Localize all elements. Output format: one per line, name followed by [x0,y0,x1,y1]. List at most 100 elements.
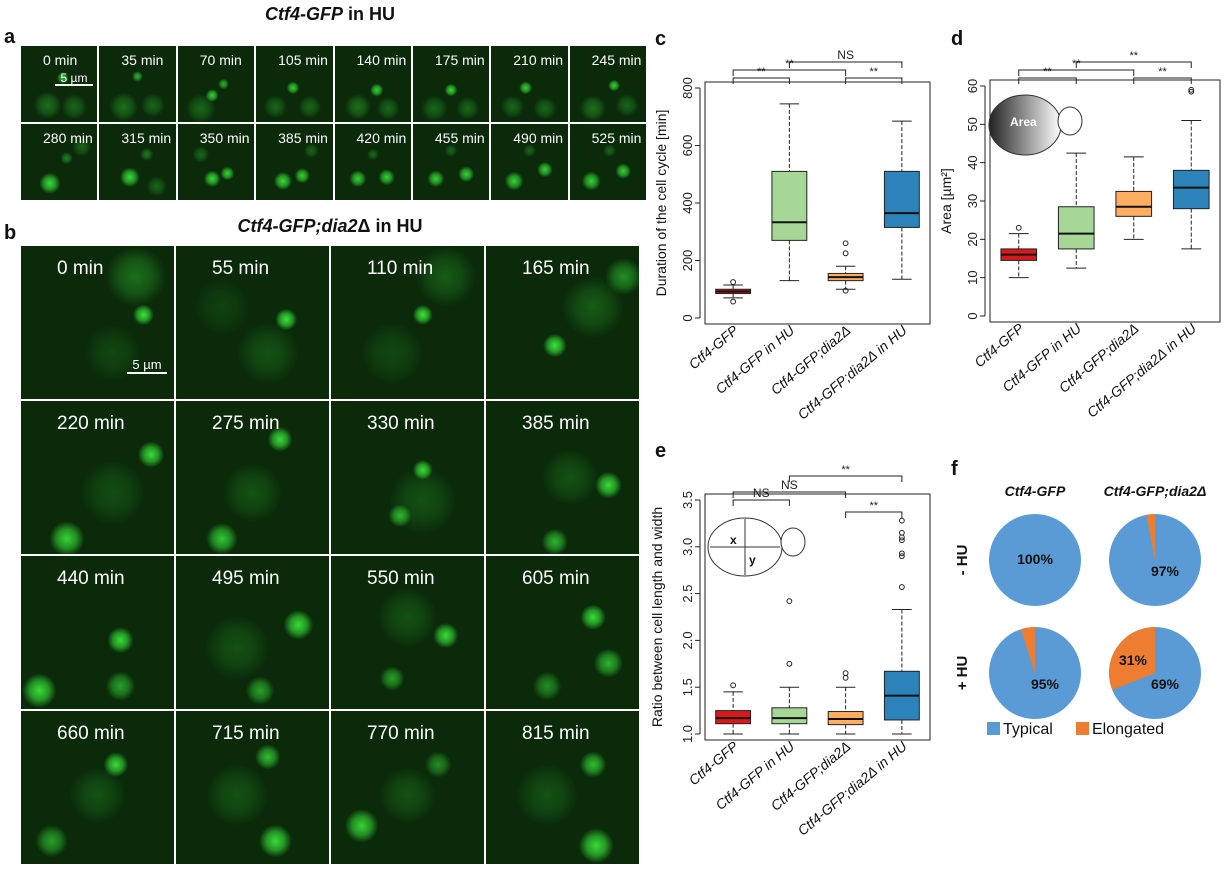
y-tick-label: 0 [680,314,695,321]
bracket-line [845,77,903,84]
frame-time-label: 455 min [434,130,485,146]
outlier-point [842,287,849,294]
frame-time-label: 420 min [356,130,407,146]
outlier-point [1188,88,1195,95]
outlier-point [898,529,905,536]
micrograph-frame: 440 min [21,556,174,709]
y-tick-label: 800 [680,77,695,99]
bracket-line [1018,77,1077,84]
cell-ratio-diagram: xy [707,517,806,577]
frame-time-label: 55 min [212,258,270,279]
y-tick-label: 60 [965,79,980,93]
panel-b-title-condition: Δ in HU [357,216,423,236]
micrograph-frame: 0 min 5 µm [21,46,98,122]
pie-percent-label: 100% [1017,551,1053,567]
frame-time-label: 660 min [57,723,125,744]
y-tick-label: 1.5 [680,678,695,696]
outlier-point [898,550,905,557]
y-tick-label: 2.5 [680,585,695,603]
bracket-line [1018,69,1135,76]
frame-time-label: 770 min [367,723,435,744]
significance-bracket: ** [1133,66,1192,84]
significance-bracket: NS [788,48,903,68]
outlier-point [898,537,905,544]
chart-length-width-ratio: 1.0 1.5 2.0 2.5 3.0 3.5 Ratio between cell len… [650,464,931,839]
micrograph-frame: 175 min [412,46,490,122]
micrograph-frame: 660 min [21,711,174,864]
micrograph-frame: 550 min [331,556,484,709]
plot-frame [704,81,931,325]
outlier-point [898,553,905,560]
micrograph-frame: 315 min [99,124,176,200]
micrograph-frame: 715 min [176,711,329,864]
significance-label: ** [757,66,766,78]
y-axis-label: Duration of the cell cycle [min] [653,110,669,297]
y-tick-label: 3.5 [680,491,695,509]
frame-time-label: 175 min [434,52,485,68]
frame-time-label: 490 min [513,130,564,146]
frame-time-label: 385 min [522,413,590,434]
micrograph-frame: 455 min [412,124,490,200]
micrograph-frame: 275 min [176,401,329,554]
box-3 [1172,86,1210,250]
micrograph-frame: 815 min [486,711,639,864]
bracket-line [788,475,903,482]
bracket-line [1133,77,1192,84]
box-0 [715,682,752,735]
y-tick-label: 200 [680,250,695,272]
significance-label: ** [841,464,850,476]
x-category-label: Ctf4-GFP [971,320,1027,371]
area-label: Area [1010,115,1037,129]
panel-e-letter: e [655,440,667,462]
frame-time-label: 280 min [43,130,93,146]
legend-label-typical: Typical [1003,721,1053,738]
pie-row-label: + HU [954,656,971,691]
y-tick-label: 600 [680,135,695,157]
significance-bracket: ** [845,66,903,84]
pie-slice-elongated [1020,627,1035,673]
frame-time-label: 385 min [278,130,328,146]
frame-time-label: 165 min [522,258,590,279]
pie-column-label: Ctf4-GFP [1005,483,1066,499]
outlier-point [730,279,737,285]
box-1 [771,103,808,282]
significance-label: NS [837,48,854,62]
micrograph-frame: 220 min [21,401,174,554]
significance-bracket: ** [788,464,903,482]
panel-a-title: Ctf4-GFP in HU [230,4,430,25]
micrograph-frame: 245 min [569,46,646,122]
significance-label: ** [1043,66,1052,78]
outlier-point [842,240,849,247]
bracket-line [845,511,903,518]
bud-cell-shape [1057,106,1083,136]
bracket-line [732,77,790,84]
significance-bracket: ** [732,66,790,84]
box-2 [827,670,864,735]
pie-slice-typical [989,514,1081,606]
micrograph-frame: 140 min [334,46,411,122]
scale-bar: 5 µm [127,358,167,374]
x-dimension-label: x [730,533,737,547]
pie-chart: 100% [989,514,1081,606]
micrograph-frame: 35 min [99,46,176,122]
bracket-line [732,499,790,506]
y-axis-label: Area [µm²] [940,168,954,234]
panel-b-image-grid: 0 min 5 µm 55 min 110 min 165 min 220 min 275 … [21,246,639,864]
panel-f-letter: f [951,458,958,480]
micrograph-frame: 105 min [256,46,333,122]
pie-chart: 95% [989,627,1081,719]
pie-row-label: - HU [954,545,971,576]
outlier-point [1015,224,1022,231]
frame-time-label: 350 min [199,130,250,146]
frame-time-label: 495 min [212,568,280,589]
outlier-point [842,250,849,257]
frame-time-label: 525 min [591,130,642,146]
frame-time-label: 315 min [121,130,172,146]
outlier-point [730,682,737,689]
micrograph-frame: 350 min [177,124,255,200]
panel-c-letter: c [655,28,667,50]
bracket-line [1075,61,1192,68]
micrograph-frame: 70 min [177,46,255,122]
bracket-line [732,491,847,498]
y-tick-label: 50 [965,117,980,131]
